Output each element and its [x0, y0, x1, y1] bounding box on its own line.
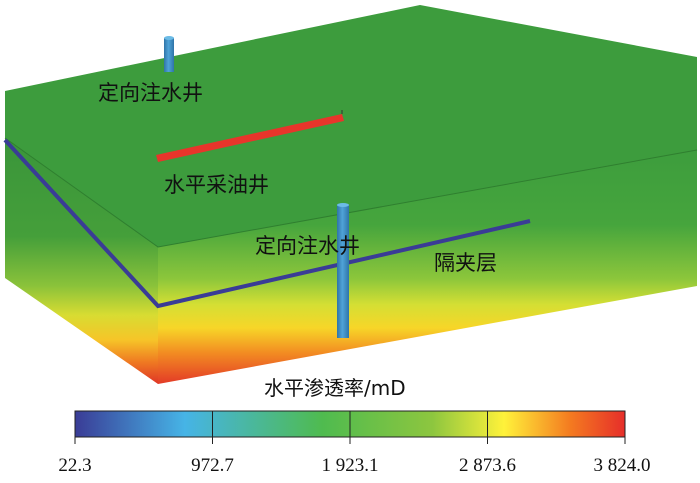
block-edge — [4, 137, 698, 248]
colorbar-tick-label: 972.7 — [191, 455, 234, 476]
colorbar-tick-label: 22.3 — [58, 455, 91, 476]
injector-well-front-cap — [337, 203, 349, 207]
horizontal-producer-well — [156, 114, 344, 162]
block-side-face — [5, 138, 158, 384]
barrier-layer-line — [3, 138, 531, 309]
colorbar-tick-label: 2 873.6 — [459, 455, 516, 476]
block-top-face — [5, 5, 697, 247]
colorbar-title: 水平渗透率/mD — [264, 376, 406, 400]
colorbar-tick-label: 1 923.1 — [322, 455, 379, 476]
label-injector-top: 定向注水井 — [98, 81, 203, 105]
label-producer: 水平采油井 — [164, 173, 269, 197]
label-injector-front: 定向注水井 — [255, 234, 360, 258]
colorbar-tick-marks — [74, 411, 626, 444]
block-front-face — [158, 150, 697, 384]
label-barrier: 隔夹层 — [434, 251, 497, 275]
injector-well-top-cap — [164, 36, 174, 40]
colorbar-tick-label: 3 824.0 — [594, 455, 651, 476]
injector-well-front — [337, 205, 349, 338]
injector-well-top — [164, 38, 174, 72]
